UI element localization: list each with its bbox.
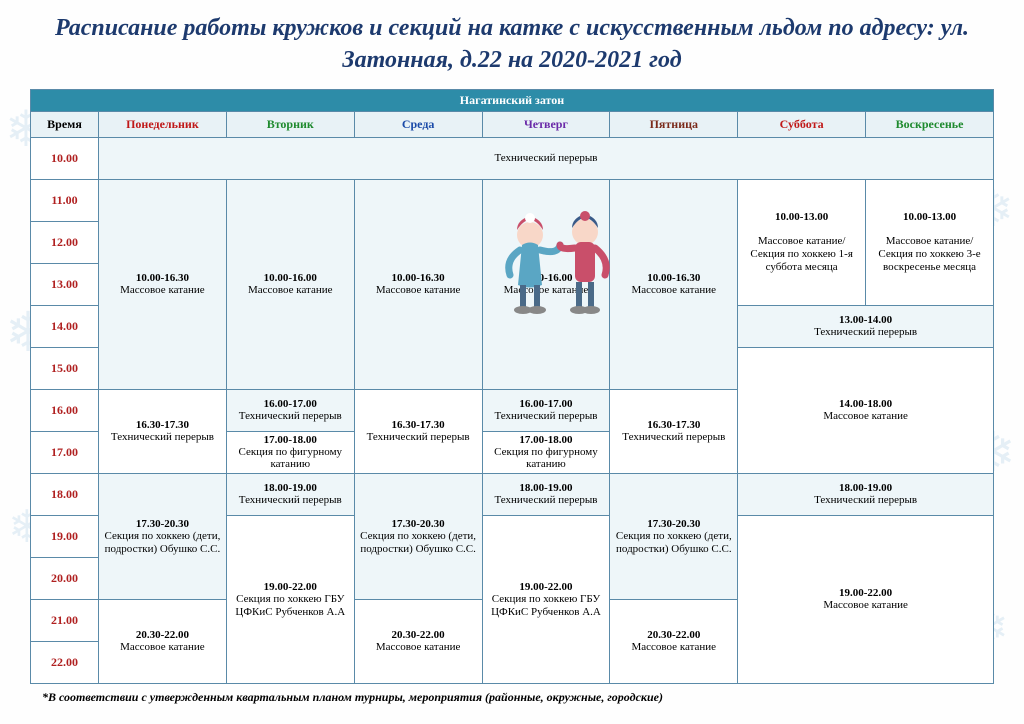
col-wed: Среда [354,111,482,137]
cell-satSun-mass14: 14.00-18.00Массовое катание [738,347,994,473]
time-label: 12.00 [31,221,99,263]
cell-tue-fig: 17.00-18.00Секция по фигурному катанию [226,431,354,473]
col-sat: Суббота [738,111,866,137]
col-mon: Понедельник [99,111,227,137]
cell-thu-tech18: 18.00-19.00Технический перерыв [482,474,610,516]
cell-fri-mass-eve: 20.30-22.00Массовое катание [610,600,738,684]
cell-thu-mass: 10.00-16.00Массовое катание [482,179,610,389]
cell-thu-tech16: 16.00-17.00Технический перерыв [482,389,610,431]
time-label: 19.00 [31,516,99,558]
cell-tue-tech16: 16.00-17.00Технический перерыв [226,389,354,431]
cell-sat-top: 10.00-13.00Массовое катание/Секция по хо… [738,179,866,305]
cell-tue-tech18: 18.00-19.00Технический перерыв [226,474,354,516]
schedule-table: Нагатинский затон Время Понедельник Втор… [30,89,994,684]
cell-sun-top: 10.00-13.00Массовое катание/Секция по хо… [866,179,994,305]
cell-tue-mass: 10.00-16.00Массовое катание [226,179,354,389]
time-label: 15.00 [31,347,99,389]
cell-satSun-tech18: 18.00-19.00Технический перерыв [738,474,994,516]
cell-fri-hockey: 17.30-20.30Секция по хоккею (дети, подро… [610,474,738,600]
col-sun: Воскресенье [866,111,994,137]
cell-thu-fig: 17.00-18.00Секция по фигурному катанию [482,431,610,473]
col-time: Время [31,111,99,137]
col-tue: Вторник [226,111,354,137]
cell-wed-mass: 10.00-16.30Массовое катание [354,179,482,389]
time-label: 13.00 [31,263,99,305]
time-label: 21.00 [31,600,99,642]
cell-satSun-mass19: 19.00-22.00Массовое катание [738,516,994,684]
time-label: 16.00 [31,389,99,431]
time-label: 10.00 [31,137,99,179]
cell-satSun-tech13: 13.00-14.00Технический перерыв [738,305,994,347]
time-label: 11.00 [31,179,99,221]
cell-wed-hockey: 17.30-20.30Секция по хоккею (дети, подро… [354,474,482,600]
tech-break-all: Технический перерыв [99,137,994,179]
group-header: Нагатинский затон [31,89,994,111]
cell-mon-mass: 10.00-16.30Массовое катание [99,179,227,389]
time-label: 14.00 [31,305,99,347]
col-thu: Четверг [482,111,610,137]
time-label: 18.00 [31,474,99,516]
cell-mon-mass-eve: 20.30-22.00Массовое катание [99,600,227,684]
cell-tue-hockey: 19.00-22.00Секция по хоккею ГБУ ЦФКиС Ру… [226,516,354,684]
schedule-table-wrap: Нагатинский затон Время Понедельник Втор… [0,85,1024,684]
page-title: Расписание работы кружков и секций на ка… [0,0,1024,85]
col-fri: Пятница [610,111,738,137]
cell-wed-mass-eve: 20.30-22.00Массовое катание [354,600,482,684]
time-label: 22.00 [31,642,99,684]
cell-fri-tech: 16.30-17.30Технический перерыв [610,389,738,473]
cell-thu-hockey: 19.00-22.00Секция по хоккею ГБУ ЦФКиС Ру… [482,516,610,684]
cell-mon-tech: 16.30-17.30Технический перерыв [99,389,227,473]
cell-wed-tech: 16.30-17.30Технический перерыв [354,389,482,473]
time-label: 20.00 [31,558,99,600]
time-label: 17.00 [31,431,99,473]
cell-fri-mass: 10.00-16.30Массовое катание [610,179,738,389]
cell-mon-hockey: 17.30-20.30Секция по хоккею (дети, подро… [99,474,227,600]
footnote: *В соответствии с утвержденным квартальн… [0,684,1024,705]
